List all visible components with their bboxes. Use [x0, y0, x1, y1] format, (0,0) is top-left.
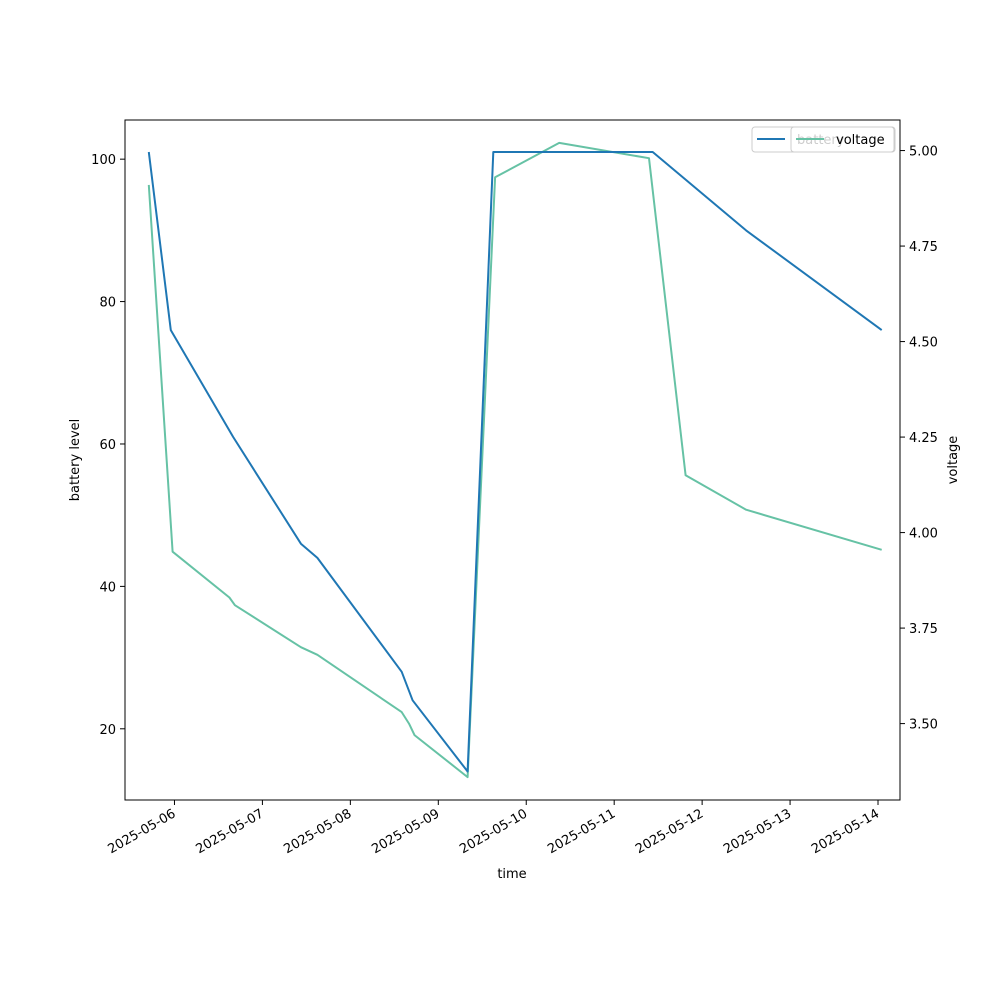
y-tick-label: 20 [99, 723, 116, 738]
series-line-battery [147, 151, 883, 773]
legend-label-voltage: voltage [836, 133, 885, 148]
y2-tick-label: 4.75 [909, 240, 938, 255]
y2-tick-label: 4.00 [909, 527, 938, 542]
series-layer [147, 141, 883, 779]
legend-voltage: voltage [790, 126, 895, 153]
y2-tick-label: 5.00 [909, 145, 938, 160]
series-line-voltage [147, 141, 882, 779]
y2-tick-label: 3.50 [909, 718, 938, 733]
y-tick-label: 100 [91, 153, 116, 168]
y-tick-label: 80 [99, 296, 116, 311]
x-axis-label: time [497, 867, 526, 882]
y-axis-left: 20 40 60 80 100 [91, 153, 125, 738]
y-axis-label: battery level [68, 419, 83, 502]
y2-tick-label: 3.75 [909, 622, 938, 637]
y2-tick-label: 4.25 [909, 431, 938, 446]
y-axis-right: 3.50 3.75 4.00 4.25 4.50 4.75 5.00 [900, 145, 938, 733]
legend-box [790, 126, 895, 153]
y-tick-label: 40 [99, 580, 116, 595]
plot-frame [124, 119, 901, 801]
y2-tick-label: 4.50 [909, 336, 938, 351]
y2-axis-label: voltage [946, 436, 961, 485]
y-tick-label: 60 [99, 438, 116, 453]
